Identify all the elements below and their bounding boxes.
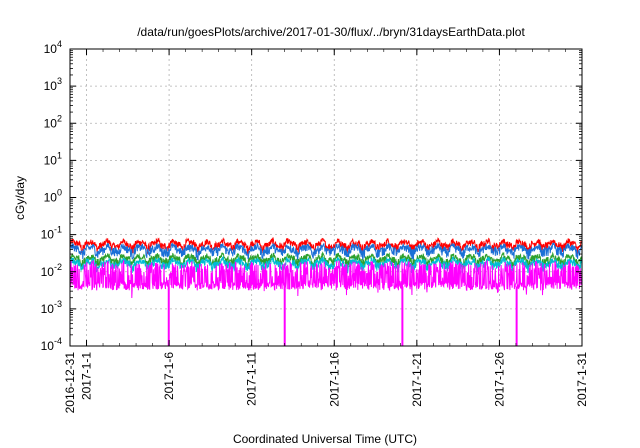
chart-title: /data/run/goesPlots/archive/2017-01-30/f… [137,25,525,39]
y-tick-label: 101 [44,150,62,167]
y-tick-label: 10-2 [41,262,62,279]
y-tick-label: 100 [44,188,62,205]
x-tick-label: 2017-1-21 [410,352,424,407]
x-tick-label: 2017-1-31 [575,352,589,407]
x-tick-labels: 2016-12-31 2017-1-1 2017-1-6 2017-1-11 2017-… [63,352,589,414]
y-tick-label: 10-4 [41,336,62,353]
y-tick-label: 10-1 [41,225,62,242]
series-group [69,236,583,346]
x-axis-title: Coordinated Universal Time (UTC) [233,432,417,446]
x-tick-label: 2017-1-1 [80,352,94,400]
series-line [69,242,583,261]
y-tick-label: 102 [44,113,62,130]
ticks [69,48,583,347]
y-tick-label: 10-3 [41,299,62,316]
series-line [69,255,583,274]
y-tick-labels: 10-4 10-3 10-2 10-1 100 101 102 103 104 [41,39,62,353]
x-tick-label: 2017-1-6 [162,352,176,400]
x-tick-label: 2017-1-16 [327,352,341,407]
x-tick-label: 2016-12-31 [63,352,77,414]
x-tick-label: 2017-1-26 [492,352,506,407]
series-line [69,260,583,299]
y-axis-title: cGy/day [13,176,27,220]
x-tick-label: 2017-1-11 [245,352,259,406]
y-tick-label: 104 [44,39,62,56]
y-tick-label: 103 [44,76,62,93]
